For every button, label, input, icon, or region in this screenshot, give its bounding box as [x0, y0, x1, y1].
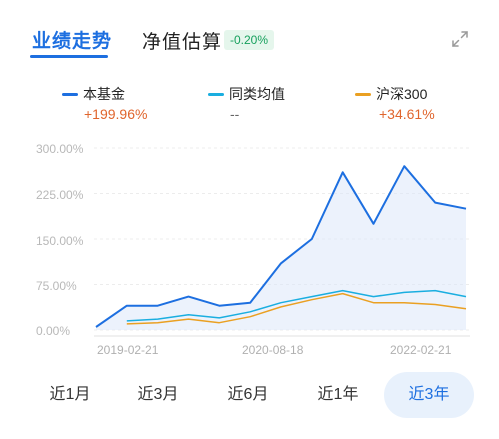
series-line-hs300	[126, 292, 467, 325]
x-tick-label: 2022-02-21	[390, 343, 452, 357]
period-1m-button[interactable]: 近1月	[49, 386, 91, 403]
legend-line-peer	[208, 92, 224, 96]
y-tick-label: 225.00%	[36, 188, 84, 202]
x-tick-label: 2019-02-21	[97, 343, 159, 357]
period-3m-button[interactable]: 近3月	[137, 386, 179, 403]
tab-active-indicator	[30, 55, 108, 58]
legend-item-peer: 同类均值 --	[208, 84, 285, 122]
legend-item-hs300: 沪深300 +34.61%	[355, 84, 435, 122]
series-line-fund	[95, 165, 467, 328]
legend-value: +34.61%	[379, 106, 435, 122]
period-3y-button[interactable]: 近3年	[384, 372, 474, 418]
legend-line-fund	[62, 92, 78, 96]
y-tick-label: 300.00%	[36, 142, 84, 156]
legend-name: 本基金	[83, 86, 125, 102]
estimate-change-badge: -0.20%	[224, 30, 275, 50]
legend-line-hs300	[355, 92, 371, 96]
y-tick-label: 0.00%	[36, 324, 71, 338]
tab-performance[interactable]: 业绩走势	[32, 31, 113, 52]
series-line-peer	[126, 289, 467, 322]
x-tick-label: 2020-08-18	[242, 343, 304, 357]
fund-area-fill	[96, 166, 466, 330]
period-6m-button[interactable]: 近6月	[227, 386, 269, 403]
tab-estimate[interactable]: 净值估算	[142, 32, 223, 53]
y-tick-label: 150.00%	[36, 234, 84, 248]
legend-value: +199.96%	[84, 106, 148, 122]
legend-name: 沪深300	[376, 86, 428, 102]
legend-value: --	[230, 106, 240, 122]
legend-name: 同类均值	[229, 86, 285, 102]
period-1y-button[interactable]: 近1年	[317, 386, 359, 403]
legend-item-fund: 本基金 +199.96%	[62, 84, 147, 122]
expand-icon[interactable]	[451, 30, 469, 48]
y-tick-label: 75.00%	[36, 279, 77, 293]
